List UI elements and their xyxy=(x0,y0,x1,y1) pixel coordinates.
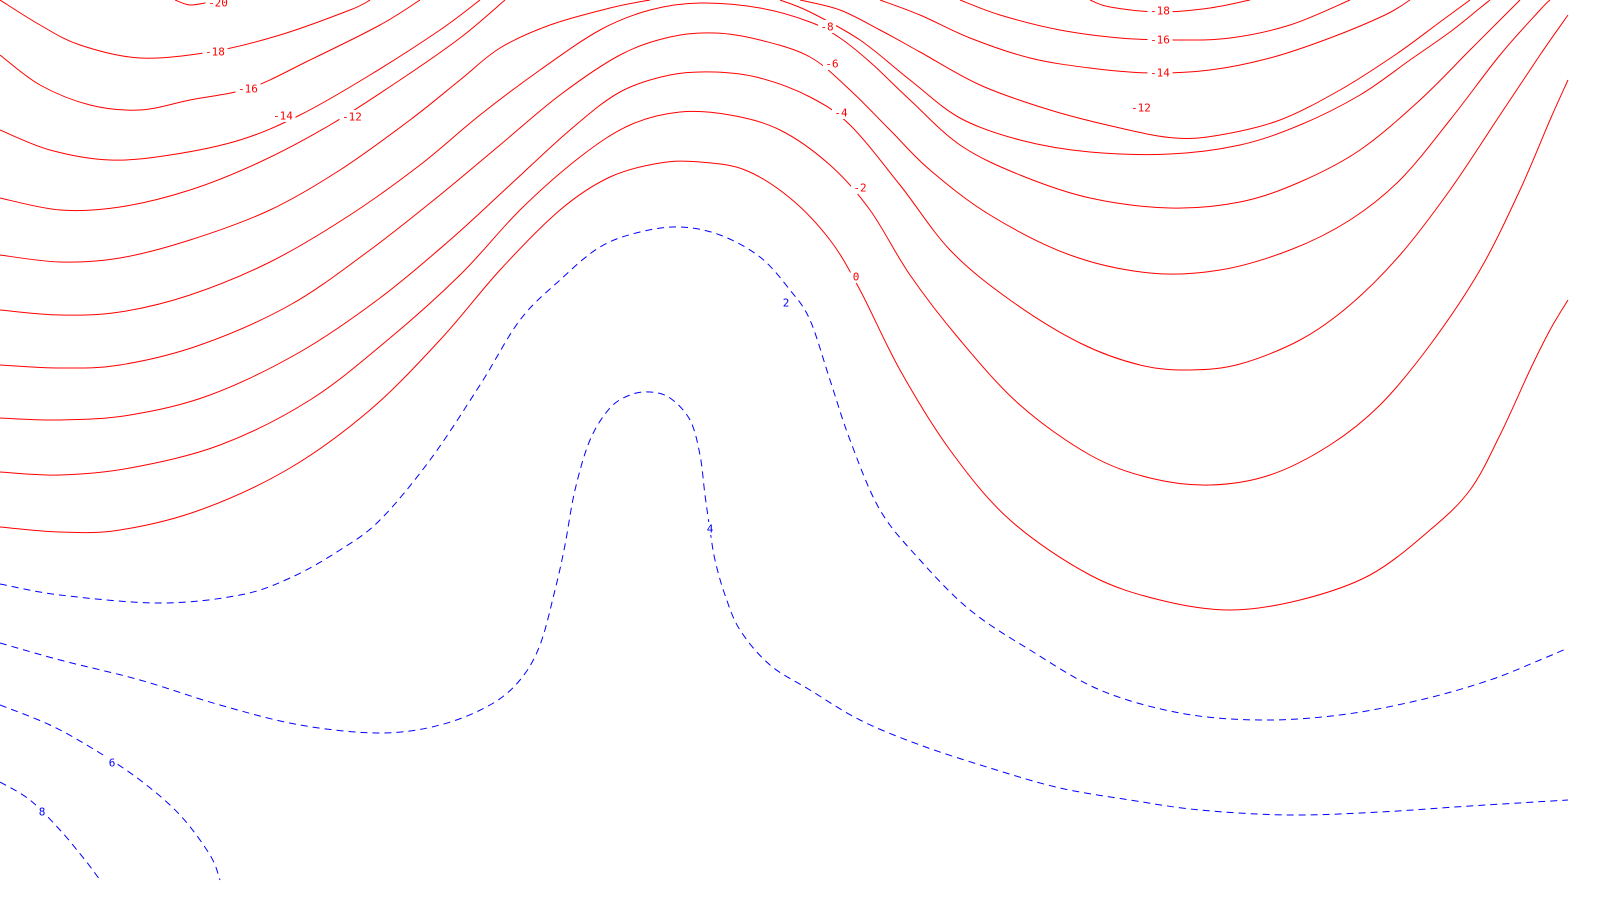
contour-line-minus-18-1 xyxy=(0,0,371,59)
contour-label-m20: -20 xyxy=(208,0,228,10)
contour-line-minus-20 xyxy=(174,0,211,6)
contour-label-m12a: -12 xyxy=(342,111,362,124)
contour-label-m14a: -14 xyxy=(273,110,293,123)
contour-label-m16b: -16 xyxy=(1150,34,1170,47)
contour-lines xyxy=(0,0,1569,881)
contour-line-plus-4 xyxy=(0,391,1569,816)
contour-line-minus-10-1 xyxy=(0,0,651,263)
contour-label-bg xyxy=(823,57,841,70)
contour-label-bg xyxy=(1128,101,1154,114)
contour-label-bg xyxy=(1147,66,1173,79)
contour-line-plus-2 xyxy=(0,226,1569,721)
contour-label-bg xyxy=(832,106,850,119)
contour-label-p8: 8 xyxy=(39,806,46,819)
contour-label-m6: -6 xyxy=(825,58,838,71)
contour-line-minus-4 xyxy=(0,14,1569,421)
contour-line-minus-12-2 xyxy=(799,0,1471,139)
contour-label-bg xyxy=(780,296,792,309)
contour-line-minus-8 xyxy=(0,0,1521,316)
contour-label-bg xyxy=(339,110,365,123)
contour-label-bg xyxy=(851,181,869,194)
contour-label-bg xyxy=(270,109,296,122)
contour-line-plus-8 xyxy=(0,781,101,881)
contour-label-bg xyxy=(235,82,261,95)
contour-label-m16a: -16 xyxy=(238,83,258,96)
contour-label-bg xyxy=(106,756,118,769)
contour-line-zero xyxy=(0,160,1569,611)
contour-label-m4: -4 xyxy=(834,107,848,120)
contour-label-bg xyxy=(1147,4,1173,17)
contour-label-z0: 0 xyxy=(853,271,860,284)
contour-line-plus-6 xyxy=(0,704,221,881)
contour-label-p2: 2 xyxy=(783,297,790,310)
contour-label-bg xyxy=(202,45,228,58)
contour-label-m18b: -18 xyxy=(1150,5,1170,18)
contour-label-bg xyxy=(1147,33,1173,46)
contour-label-m8: -8 xyxy=(820,21,833,34)
contour-line-minus-16-1 xyxy=(0,0,421,111)
contour-label-m18a: -18 xyxy=(205,46,225,59)
contour-label-m12b: -12 xyxy=(1131,102,1151,115)
contour-label-bg xyxy=(205,0,231,9)
contour-label-m14b: -14 xyxy=(1150,67,1170,80)
contour-line-minus-14-1 xyxy=(0,0,481,161)
contour-label-bg xyxy=(36,805,48,818)
contour-label-bg xyxy=(818,20,836,33)
contour-label-p4: 4 xyxy=(707,523,714,536)
contour-line-minus-10-2 xyxy=(779,0,1491,156)
contour-line-minus-2 xyxy=(0,79,1569,486)
contour-label-bg xyxy=(850,270,862,283)
contour-label-m2: -2 xyxy=(853,182,866,195)
contour-label-p6: 6 xyxy=(109,757,116,770)
contour-label-bg xyxy=(704,522,716,535)
contour-line-minus-6 xyxy=(0,0,1551,369)
contour-line-minus-12-1 xyxy=(0,0,506,212)
